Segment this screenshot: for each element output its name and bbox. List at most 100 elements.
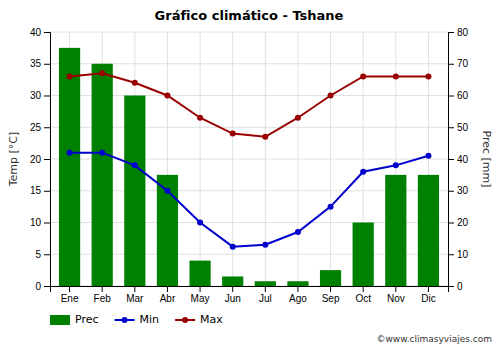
tick-mark	[297, 286, 298, 292]
point	[132, 162, 138, 168]
point	[328, 204, 334, 210]
tick-label: 20	[457, 217, 469, 228]
title: Gráfico climático - Tshane	[155, 8, 344, 23]
legend-item: Prec	[50, 313, 99, 326]
tick-label: Feb	[94, 293, 112, 304]
tick: 80	[448, 27, 469, 38]
line-series	[67, 70, 432, 139]
bar	[255, 281, 276, 286]
grid	[50, 32, 448, 286]
tick-label: 30	[30, 90, 42, 101]
legend-label: Prec	[75, 313, 99, 326]
y2-axis-title: Prec [mm]	[480, 130, 493, 187]
legend-label: Max	[200, 313, 223, 326]
tick-mark	[167, 286, 168, 292]
tick-mark	[448, 64, 454, 65]
tick: Nov	[387, 286, 405, 304]
point	[393, 73, 399, 79]
point	[360, 169, 366, 175]
tick-label: Ago	[289, 293, 307, 304]
tick: Ago	[289, 286, 307, 304]
bar	[92, 64, 113, 286]
tick: Dic	[421, 286, 435, 304]
tick: Sep	[322, 286, 340, 304]
point	[295, 115, 301, 121]
tick-mark	[448, 127, 454, 128]
tick-mark	[102, 286, 103, 292]
tick-mark	[44, 223, 50, 224]
axis-line	[449, 33, 455, 287]
tick: May	[191, 286, 210, 304]
tick: Feb	[94, 286, 112, 304]
bar	[189, 261, 210, 286]
legend: Prec Min Max	[50, 313, 223, 326]
tick-mark	[448, 286, 454, 287]
tick-mark	[428, 286, 429, 292]
tick-label: 15	[30, 185, 42, 196]
tick: Jul	[259, 286, 272, 304]
tick-mark	[69, 286, 70, 292]
point	[230, 244, 236, 250]
tick-label: Abr	[160, 293, 176, 304]
point	[197, 220, 203, 226]
tick-label: 0	[457, 281, 463, 292]
bar-series	[59, 48, 439, 286]
y2-axis: 0 10 20 30 40 50 60 70 80	[448, 27, 469, 292]
point	[99, 70, 105, 76]
tick-label: 10	[457, 249, 469, 260]
tick: 20	[30, 154, 50, 165]
point	[425, 73, 431, 79]
bar	[59, 48, 80, 286]
grid-line	[200, 32, 201, 286]
tick-mark	[44, 286, 50, 287]
tick: 20	[448, 217, 469, 228]
tick: 10	[448, 249, 469, 260]
tick-label: Nov	[387, 293, 405, 304]
axis-line	[44, 33, 51, 287]
tick: 40	[30, 27, 50, 38]
grid-line	[297, 32, 298, 286]
tick: 70	[448, 58, 469, 69]
line-series	[67, 150, 432, 250]
bar	[287, 281, 308, 286]
y-axis-title: Temp [°C]	[7, 132, 20, 188]
tick: 15	[30, 185, 50, 196]
tick-mark	[44, 159, 50, 160]
tick-mark	[44, 127, 50, 128]
legend-marker	[182, 317, 188, 323]
tick-label: 60	[457, 90, 469, 101]
tick-mark	[44, 254, 50, 255]
tick: 0	[448, 281, 463, 292]
tick: 10	[30, 217, 50, 228]
tick: Jun	[225, 286, 241, 304]
tick-mark	[448, 159, 454, 160]
tick-label: 40	[457, 154, 469, 165]
bar	[320, 270, 341, 286]
tick-mark	[448, 254, 454, 255]
point	[360, 73, 366, 79]
tick-label: May	[191, 293, 210, 304]
tick-mark	[134, 286, 135, 292]
axis-line	[51, 287, 449, 293]
point	[164, 93, 170, 99]
line	[70, 73, 429, 136]
tick: 35	[30, 58, 50, 69]
tick-label: 80	[457, 27, 469, 38]
tick-mark	[200, 286, 201, 292]
y-axis: 0510152025303540	[30, 27, 51, 292]
legend-item: Max	[175, 313, 223, 326]
tick-label: 0	[35, 281, 41, 292]
tick-mark	[448, 191, 454, 192]
legend-label: Min	[140, 313, 160, 326]
tick-mark	[44, 32, 50, 33]
tick-label: Jul	[259, 293, 272, 304]
point	[67, 150, 73, 156]
legend-swatch	[50, 315, 70, 325]
bar	[385, 175, 406, 286]
tick: 30	[448, 185, 469, 196]
point	[328, 93, 334, 99]
bar	[418, 175, 439, 286]
bar	[222, 276, 243, 286]
tick-label: 50	[457, 122, 469, 133]
bar	[353, 223, 374, 287]
